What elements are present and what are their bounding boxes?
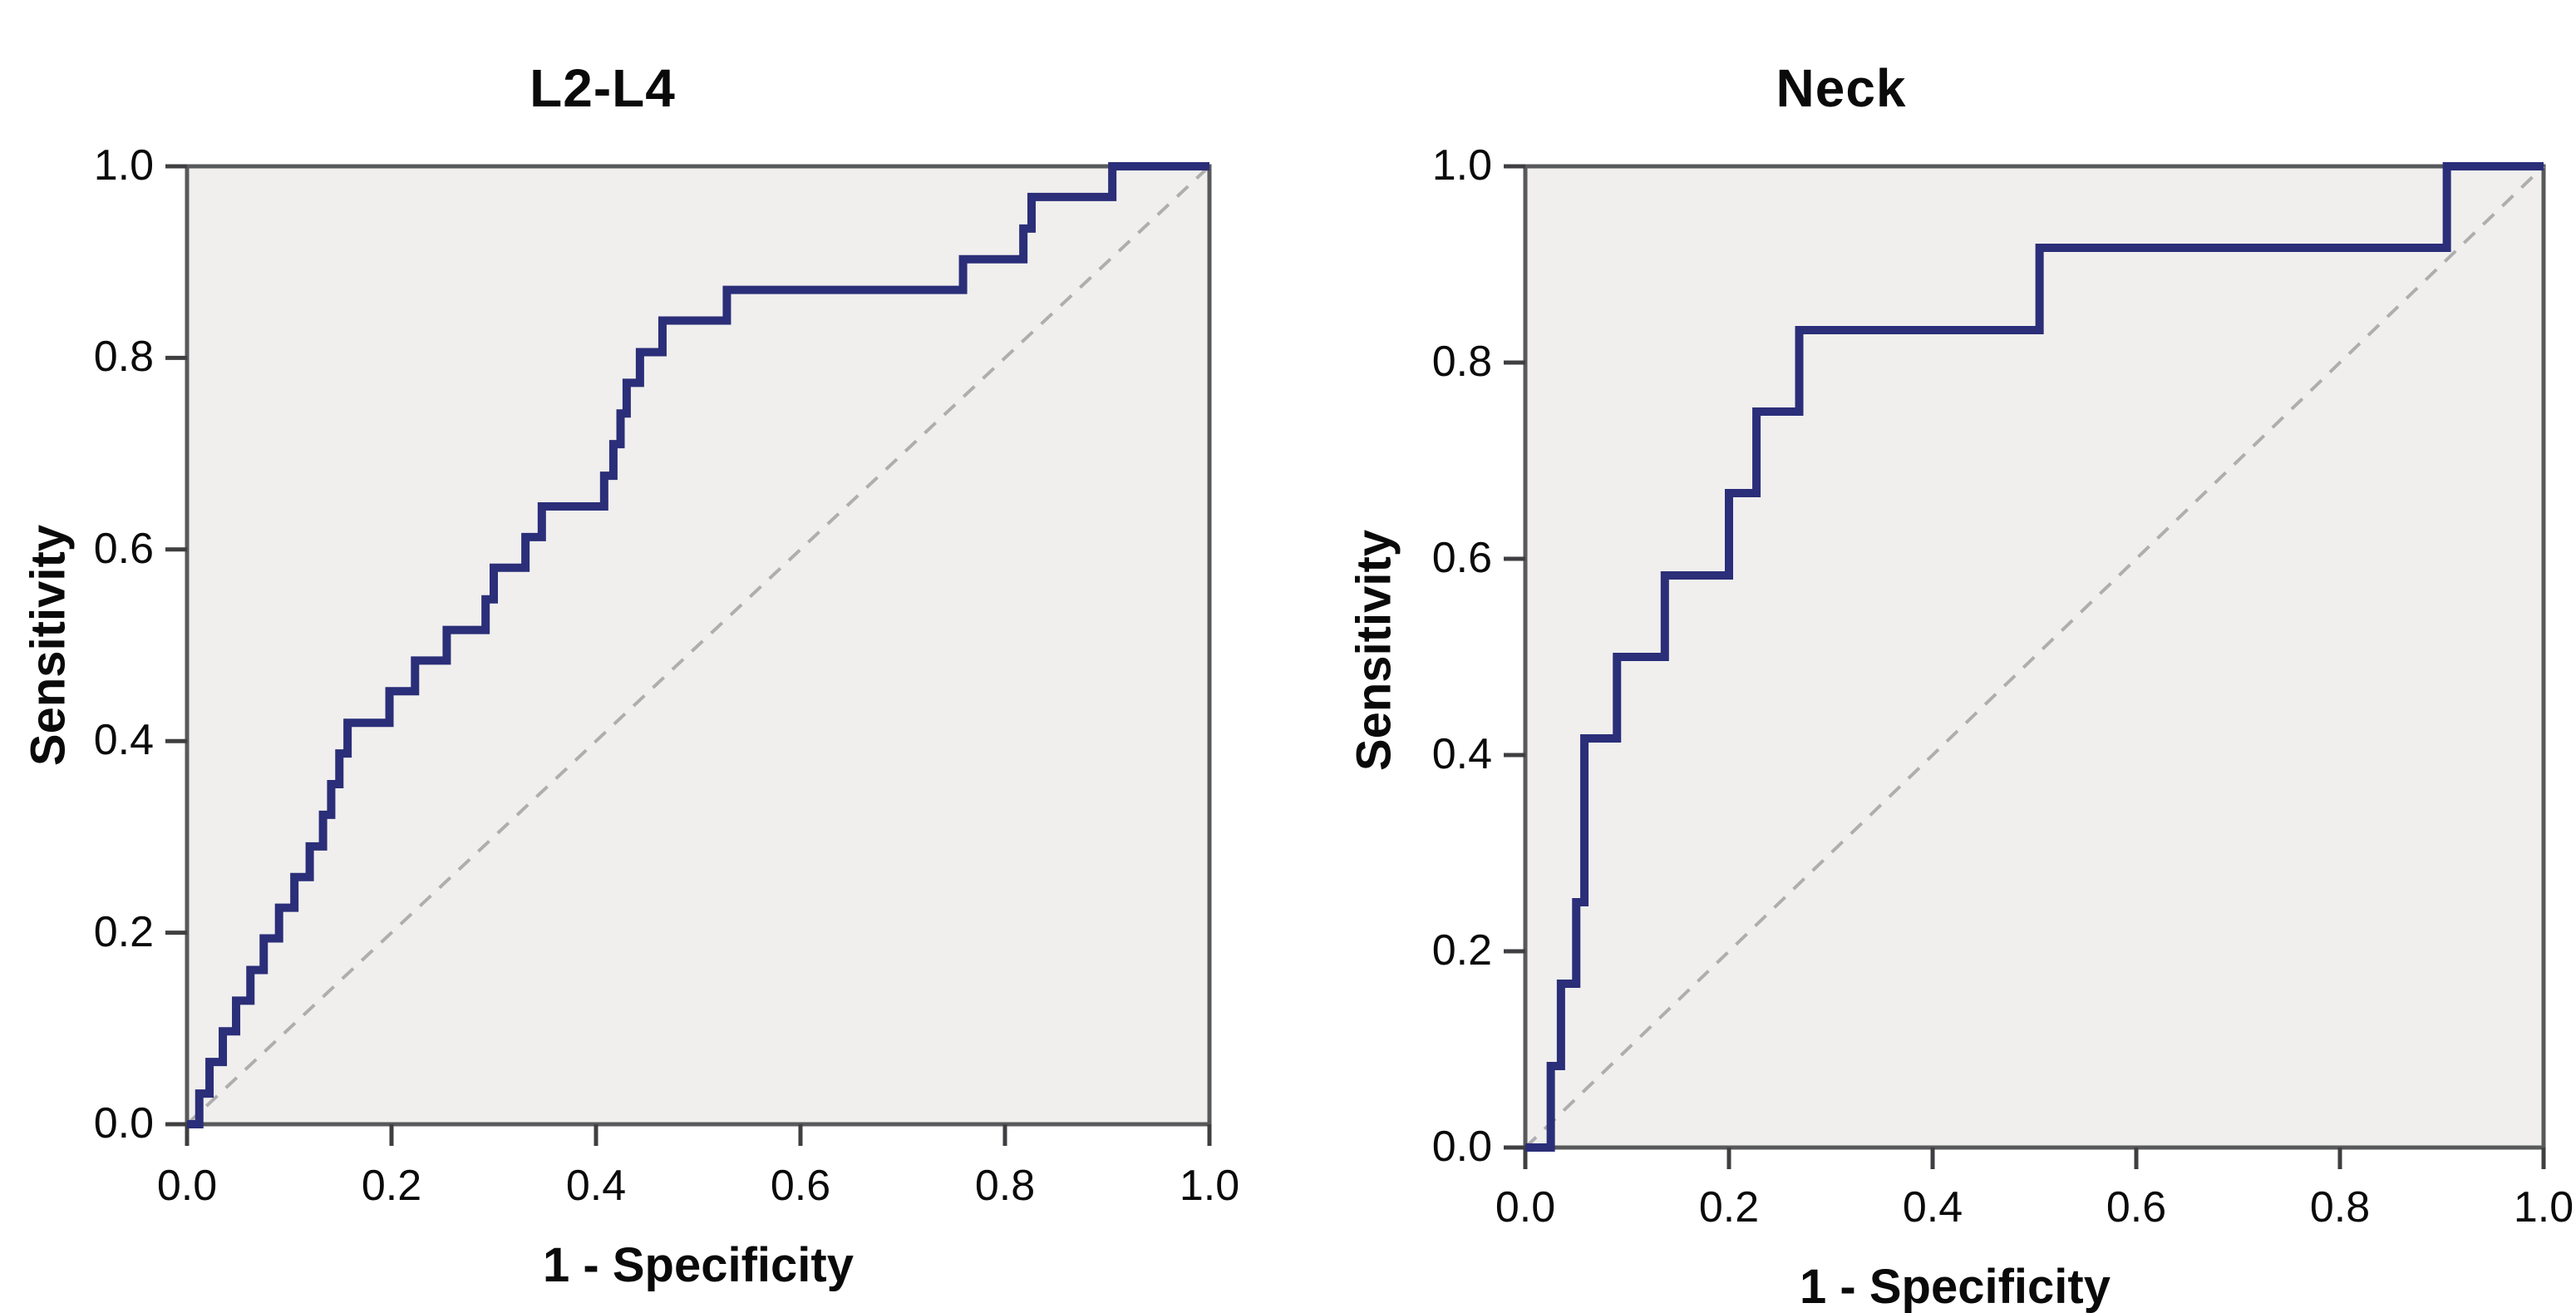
y-tick-label: 0.0 (93, 1099, 154, 1148)
x-tick-label: 0.8 (2309, 1183, 2371, 1232)
chart-title: L2-L4 (529, 58, 676, 119)
y-tick-label: 0.0 (1431, 1123, 1492, 1171)
x-tick-label: 0.8 (974, 1162, 1036, 1210)
y-tick-label: 0.2 (1431, 926, 1492, 975)
y-tick-label: 0.6 (93, 524, 154, 573)
roc-plot-svg (165, 162, 1212, 1146)
y-tick-label: 0.8 (1431, 338, 1492, 386)
x-tick-label: 0.6 (2106, 1183, 2167, 1232)
x-tick-label: 0.2 (361, 1162, 422, 1210)
y-tick-label: 0.4 (93, 716, 154, 765)
x-axis-label: 1 - Specificity (543, 1238, 854, 1292)
x-tick-label: 0.4 (1902, 1183, 1963, 1232)
y-tick-label: 0.4 (1431, 730, 1492, 778)
x-tick-label: 0.4 (565, 1162, 627, 1210)
x-tick-label: 0.0 (1495, 1183, 1556, 1232)
x-tick-label: 0.2 (1698, 1183, 1760, 1232)
x-tick-label: 0.0 (156, 1162, 218, 1210)
roc-plot-svg (1504, 162, 2546, 1169)
x-tick-label: 1.0 (1179, 1162, 1240, 1210)
y-tick-label: 0.2 (93, 907, 154, 956)
y-tick-label: 1.0 (1431, 141, 1492, 190)
x-tick-label: 0.6 (770, 1162, 831, 1210)
y-tick-label: 1.0 (93, 141, 154, 190)
y-tick-label: 0.6 (1431, 534, 1492, 582)
x-axis-label: 1 - Specificity (1800, 1260, 2111, 1313)
chart-title: Neck (1776, 58, 1907, 119)
y-tick-label: 0.8 (93, 333, 154, 382)
x-tick-label: 1.0 (2513, 1183, 2574, 1232)
